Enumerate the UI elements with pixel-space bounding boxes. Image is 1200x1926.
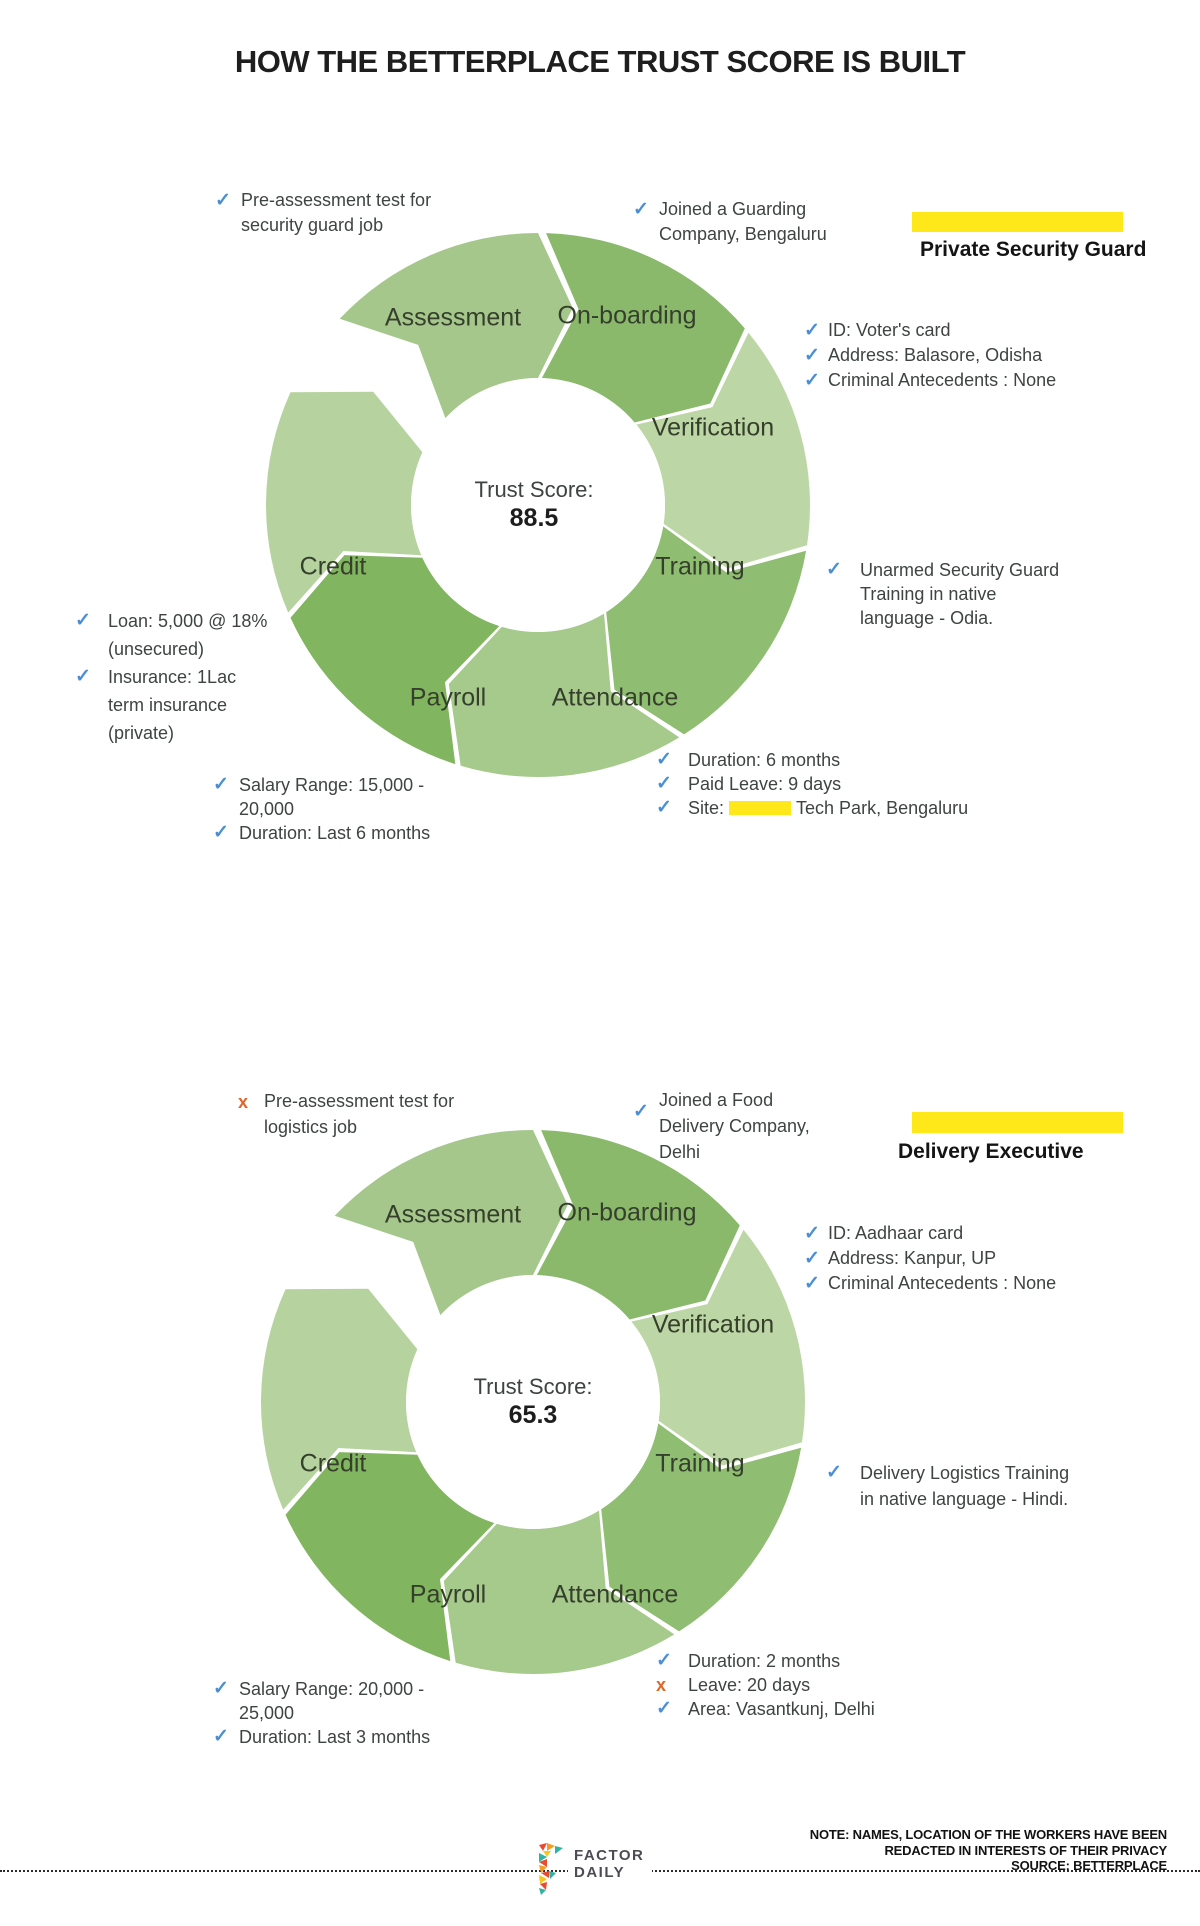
- check-icon: ✓: [826, 1462, 842, 1483]
- check-icon: ✓: [804, 320, 820, 341]
- inline-redaction-bar: [729, 801, 792, 815]
- annotation-attendance-guard: ✓ Duration: 6 months ✓ Paid Leave: 9 day…: [656, 749, 969, 818]
- cross-icon: x: [656, 1675, 667, 1695]
- segment-label-attendance: Attendance: [551, 1580, 679, 1609]
- segment-label-assessment: Assessment: [384, 303, 522, 332]
- check-icon: ✓: [656, 773, 672, 794]
- check-icon: ✓: [656, 1650, 672, 1671]
- segment-label-verification: Verification: [651, 413, 775, 442]
- trust-score-label: Trust Score:: [474, 477, 594, 502]
- trust-wheel-delivery: [261, 1130, 805, 1675]
- annotation-assessment-delivery: x Pre-assessment test for logistics job: [238, 1088, 454, 1140]
- trust-score-delivery: Trust Score: 65.3: [423, 1373, 643, 1429]
- annotation-credit-guard: ✓ Loan: 5,000 @ 18% (unsecured) ✓ Insura…: [75, 607, 267, 747]
- annotation-training-guard: ✓ Unarmed Security Guard Training in nat…: [826, 559, 1060, 628]
- check-icon: ✓: [804, 1273, 820, 1294]
- segment-label-credit: Credit: [299, 552, 367, 581]
- annotation-training-delivery: ✓ Delivery Logistics Training in native …: [826, 1462, 1070, 1509]
- annotation-payroll-delivery: ✓ Salary Range: 20,000 - 25,000 ✓ Durati…: [213, 1678, 431, 1747]
- segment-label-training: Training: [655, 552, 745, 581]
- check-icon: ✓: [804, 1223, 820, 1244]
- check-icon: ✓: [656, 797, 672, 818]
- segment-label-assessment: Assessment: [384, 1200, 522, 1229]
- annotation-attendance-delivery: ✓ Duration: 2 months x Leave: 20 days ✓ …: [656, 1650, 875, 1719]
- page-title: HOW THE BETTERPLACE TRUST SCORE IS BUILT: [234, 44, 966, 79]
- annotation-onboarding-delivery: ✓ Joined a Food Delivery Company, Delhi: [633, 1090, 810, 1162]
- check-icon: ✓: [804, 1248, 820, 1269]
- segment-label-credit: Credit: [299, 1449, 367, 1478]
- logo-line2: DAILY: [574, 1864, 626, 1881]
- trust-score-value: 88.5: [509, 504, 559, 532]
- trust-score-label: Trust Score:: [473, 1374, 593, 1399]
- check-icon: ✓: [213, 1726, 229, 1747]
- segment-label-onboarding: On-boarding: [557, 1198, 697, 1227]
- check-icon: ✓: [804, 370, 820, 391]
- annotation-onboarding-guard: ✓ Joined a Guarding Company, Bengaluru: [633, 199, 827, 244]
- segment-label-attendance: Attendance: [551, 683, 679, 712]
- segment-label-onboarding: On-boarding: [557, 301, 697, 330]
- factor-daily-mosaic-icon: [539, 1843, 563, 1895]
- check-icon: ✓: [656, 749, 672, 770]
- check-icon: ✓: [826, 559, 842, 580]
- annotation-verification-delivery: ✓ ID: Aadhaar card ✓ Address: Kanpur, UP…: [804, 1223, 1057, 1294]
- annotation-assessment-guard: ✓ Pre-assessment test for security guard…: [215, 190, 432, 235]
- logo-line1: FACTOR: [574, 1847, 645, 1864]
- cross-icon: x: [238, 1092, 249, 1112]
- segment-label-training: Training: [655, 1449, 745, 1478]
- trust-score-value: 65.3: [508, 1401, 558, 1429]
- check-icon: ✓: [75, 610, 91, 631]
- check-icon: ✓: [75, 666, 91, 687]
- person-title-guard: Private Security Guard: [920, 238, 1147, 261]
- check-icon: ✓: [213, 1678, 229, 1699]
- check-icon: ✓: [215, 190, 231, 211]
- redaction-bar: [912, 212, 1123, 232]
- check-icon: ✓: [633, 1101, 649, 1122]
- check-icon: ✓: [656, 1698, 672, 1719]
- check-icon: ✓: [633, 199, 649, 220]
- person-title-delivery: Delivery Executive: [898, 1140, 1084, 1163]
- factor-daily-logo: FACTOR DAILY: [538, 1843, 653, 1895]
- segment-label-payroll: Payroll: [409, 1580, 487, 1609]
- check-icon: ✓: [804, 345, 820, 366]
- check-icon: ✓: [213, 774, 229, 795]
- trust-score-guard: Trust Score: 88.5: [424, 476, 644, 532]
- segment-label-payroll: Payroll: [409, 683, 487, 712]
- trust-wheel-guard: [266, 233, 810, 778]
- annotation-verification-guard: ✓ ID: Voter's card ✓ Address: Balasore, …: [804, 320, 1057, 391]
- footer-note: NOTE: NAMES, LOCATION OF THE WORKERS HAV…: [809, 1827, 1167, 1873]
- redaction-bar: [912, 1112, 1123, 1133]
- check-icon: ✓: [213, 822, 229, 843]
- annotation-payroll-guard: ✓ Salary Range: 15,000 - 20,000 ✓ Durati…: [213, 774, 431, 843]
- segment-label-verification: Verification: [651, 1310, 775, 1339]
